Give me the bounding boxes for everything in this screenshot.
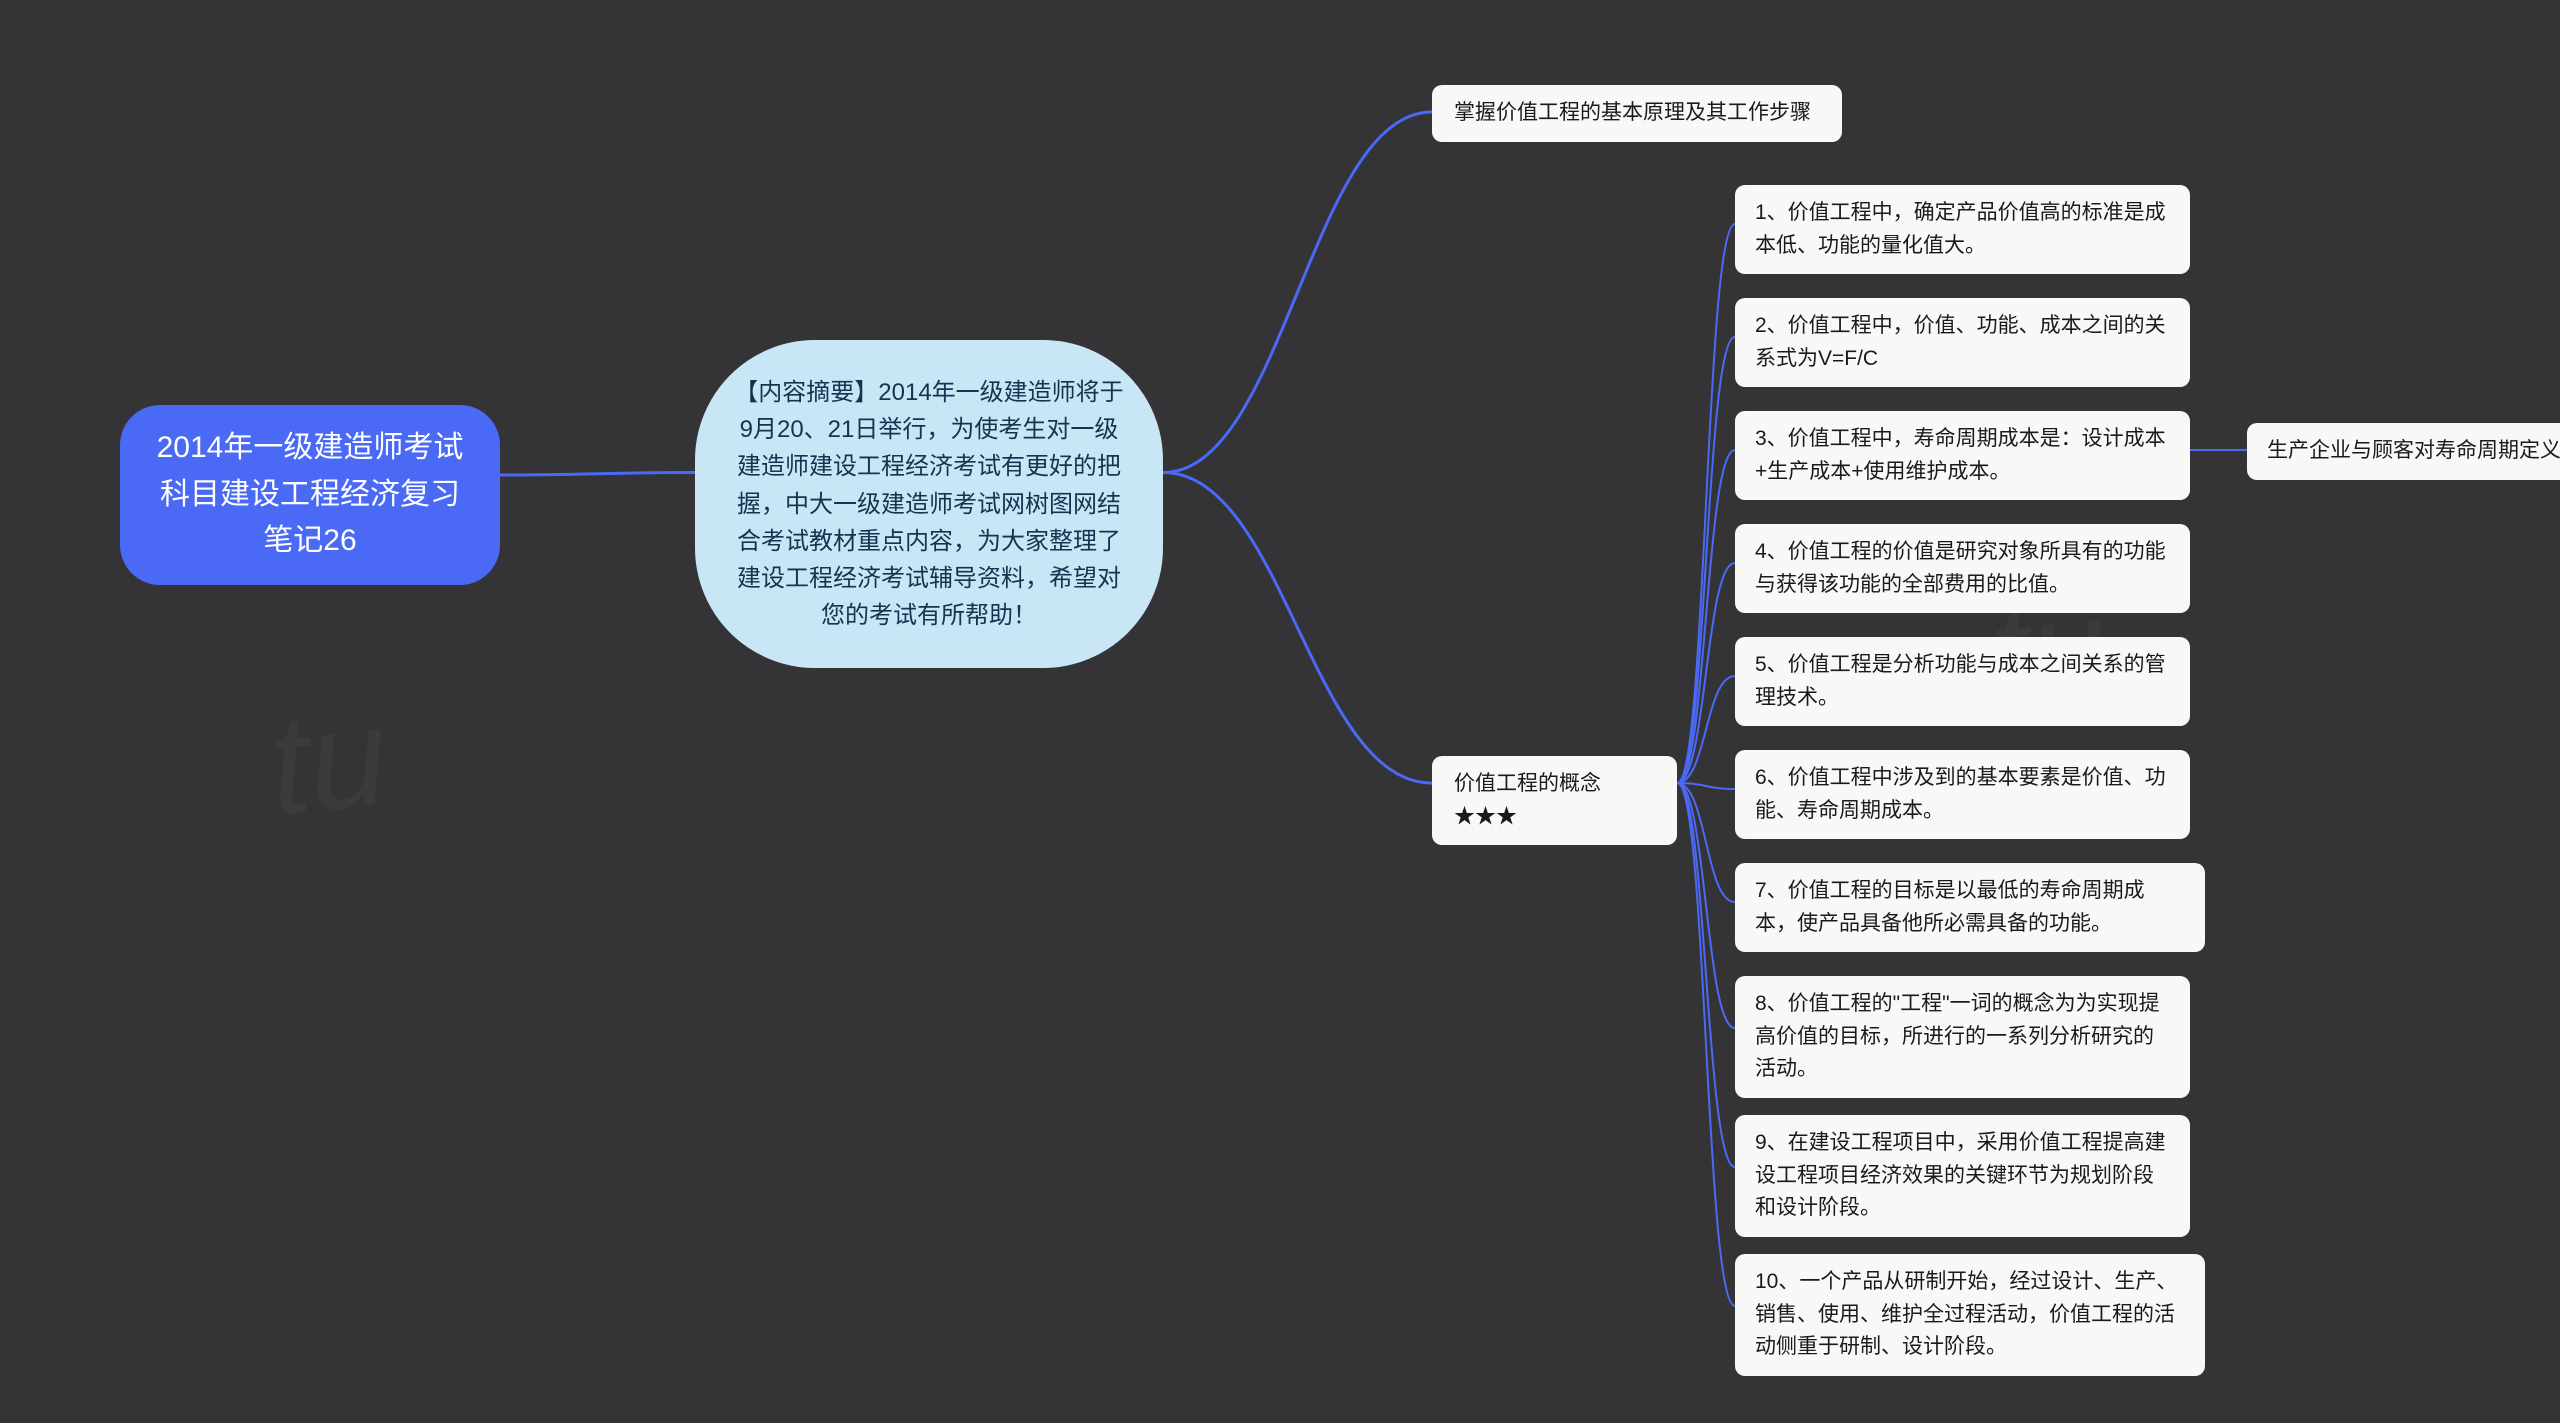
topic-node-principles[interactable]: 掌握价值工程的基本原理及其工作步骤: [1432, 85, 1842, 142]
leaf-node-8[interactable]: 8、价值工程的"工程"一词的概念为为实现提高价值的目标，所进行的一系列分析研究的…: [1735, 976, 2190, 1098]
leaf-node-3[interactable]: 3、价值工程中，寿命周期成本是：设计成本+生产成本+使用维护成本。: [1735, 411, 2190, 500]
mindmap-canvas: tu tu 2014年一级建造师考试科目建设工程经济复习笔记26 【内容摘要】2…: [0, 0, 2560, 1423]
leaf-node-9[interactable]: 9、在建设工程项目中，采用价值工程提高建设工程项目经济效果的关键环节为规划阶段和…: [1735, 1115, 2190, 1237]
leaf-node-10[interactable]: 10、一个产品从研制开始，经过设计、生产、销售、使用、维护全过程活动，价值工程的…: [1735, 1254, 2205, 1376]
summary-node[interactable]: 【内容摘要】2014年一级建造师将于9月20、21日举行，为使考生对一级建造师建…: [695, 340, 1163, 668]
topic-node-concepts[interactable]: 价值工程的概念★★★: [1432, 756, 1677, 845]
leaf-node-6[interactable]: 6、价值工程中涉及到的基本要素是价值、功能、寿命周期成本。: [1735, 750, 2190, 839]
leaf-node-1[interactable]: 1、价值工程中，确定产品价值高的标准是成本低、功能的量化值大。: [1735, 185, 2190, 274]
leaf-node-7[interactable]: 7、价值工程的目标是以最低的寿命周期成本，使产品具备他所必需具备的功能。: [1735, 863, 2205, 952]
leaf-node-4[interactable]: 4、价值工程的价值是研究对象所具有的功能与获得该功能的全部费用的比值。: [1735, 524, 2190, 613]
leaf-node-2[interactable]: 2、价值工程中，价值、功能、成本之间的关系式为V=F/C: [1735, 298, 2190, 387]
leaf-node-5[interactable]: 5、价值工程是分析功能与成本之间关系的管理技术。: [1735, 637, 2190, 726]
leaf-node-3a[interactable]: 生产企业与顾客对寿命周期定义有所不同。: [2247, 423, 2560, 480]
watermark: tu: [262, 674, 395, 847]
root-node[interactable]: 2014年一级建造师考试科目建设工程经济复习笔记26: [120, 405, 500, 585]
